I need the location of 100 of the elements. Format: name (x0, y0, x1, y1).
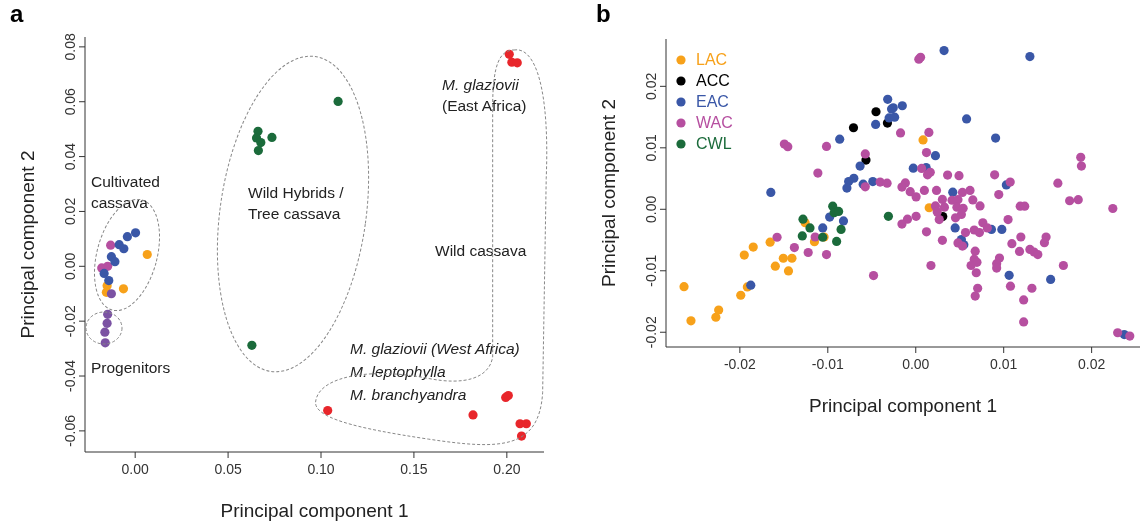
point (142, 249, 152, 260)
y-tick-label: 0.02 (643, 72, 659, 100)
point (939, 46, 949, 56)
point (333, 96, 343, 107)
point (836, 224, 846, 235)
point (122, 232, 132, 242)
point (103, 261, 113, 271)
point (805, 223, 815, 233)
y-tick-label: -0.01 (643, 254, 659, 287)
x-tick-label: 0.02 (1078, 356, 1106, 372)
point (783, 266, 794, 276)
point (818, 223, 828, 233)
point (267, 132, 277, 142)
point (918, 135, 928, 145)
point (106, 240, 116, 250)
x-tick-label: 0.10 (307, 461, 335, 477)
y-tick-label: 0.08 (62, 33, 78, 61)
point (736, 290, 746, 300)
point (711, 312, 721, 322)
legend-label: LAC (696, 50, 728, 70)
x-tick-label: 0.01 (990, 356, 1018, 372)
x-tick-label: 0.15 (400, 461, 428, 477)
annotation: Wild Hybrids / Tree cassava (248, 184, 345, 222)
point (838, 216, 849, 226)
point (468, 410, 478, 420)
annotation: M. glaziovii (East Africa) (442, 76, 527, 114)
point (835, 134, 845, 144)
y-tick-label: -0.04 (62, 359, 78, 392)
y-tick-label: 0.02 (62, 197, 78, 226)
point (679, 282, 689, 292)
point (247, 340, 257, 350)
x-tick-label: 0.00 (902, 356, 930, 372)
point (1025, 51, 1035, 62)
legend-label: WAC (696, 113, 733, 133)
point (991, 133, 1001, 143)
point (714, 305, 724, 315)
legend-label: CWL (696, 134, 732, 154)
chart-title: b (596, 0, 611, 28)
point (848, 123, 859, 133)
point (787, 253, 797, 263)
point (842, 183, 852, 193)
x-axis-title: Principal component 1 (809, 395, 997, 416)
point (1046, 274, 1056, 285)
point (746, 280, 756, 290)
x-tick-label: 0.00 (121, 461, 150, 477)
point (765, 237, 775, 247)
point (770, 261, 780, 271)
y-tick-label: 0.01 (643, 133, 659, 162)
annotation: Cultivated cassava (91, 173, 160, 211)
point (1004, 270, 1014, 280)
point (890, 112, 900, 122)
point (253, 145, 263, 156)
point (871, 107, 881, 117)
x-tick-label: 0.05 (214, 461, 242, 477)
point (748, 242, 758, 252)
legend-label: ACC (696, 71, 730, 91)
y-axis-title: Principal component 2 (597, 99, 619, 287)
point (908, 163, 918, 173)
point (797, 231, 807, 241)
point (323, 405, 333, 416)
annotation: Progenitors (91, 359, 171, 376)
point (883, 211, 893, 221)
annotation: M. branchyandra (350, 386, 467, 403)
point (897, 101, 907, 111)
point (130, 228, 141, 238)
point (739, 250, 749, 260)
annotation: M. leptophylla (350, 363, 447, 380)
y-tick-label: 0.04 (62, 142, 78, 171)
point (997, 224, 1007, 235)
point (106, 289, 116, 299)
point (778, 253, 788, 263)
point (871, 119, 881, 129)
point (119, 244, 129, 254)
point (832, 236, 842, 246)
x-tick-label: -0.01 (811, 356, 844, 372)
point (766, 187, 776, 198)
point (948, 187, 958, 197)
y-tick-label: 0.00 (643, 195, 659, 223)
y-tick-label: 0.06 (62, 87, 78, 116)
point (930, 151, 941, 161)
point (110, 257, 120, 267)
point (686, 316, 696, 326)
y-tick-label: 0.00 (62, 252, 78, 280)
point (855, 161, 865, 171)
point (118, 284, 129, 294)
point (883, 94, 893, 104)
y-tick-label: -0.02 (62, 305, 78, 338)
y-tick-label: -0.02 (643, 316, 659, 349)
point (99, 268, 109, 279)
point (104, 275, 114, 286)
x-tick-label: 0.20 (493, 461, 521, 477)
x-tick-label: -0.02 (723, 356, 757, 372)
annotation: Wild cassava (435, 242, 527, 259)
point (950, 223, 960, 233)
y-axis-title: Principal component 2 (16, 150, 38, 339)
point (961, 114, 972, 124)
legend-label: EAC (696, 92, 729, 112)
point (798, 214, 808, 224)
x-axis-title: Principal component 1 (220, 500, 409, 521)
point (256, 138, 266, 148)
